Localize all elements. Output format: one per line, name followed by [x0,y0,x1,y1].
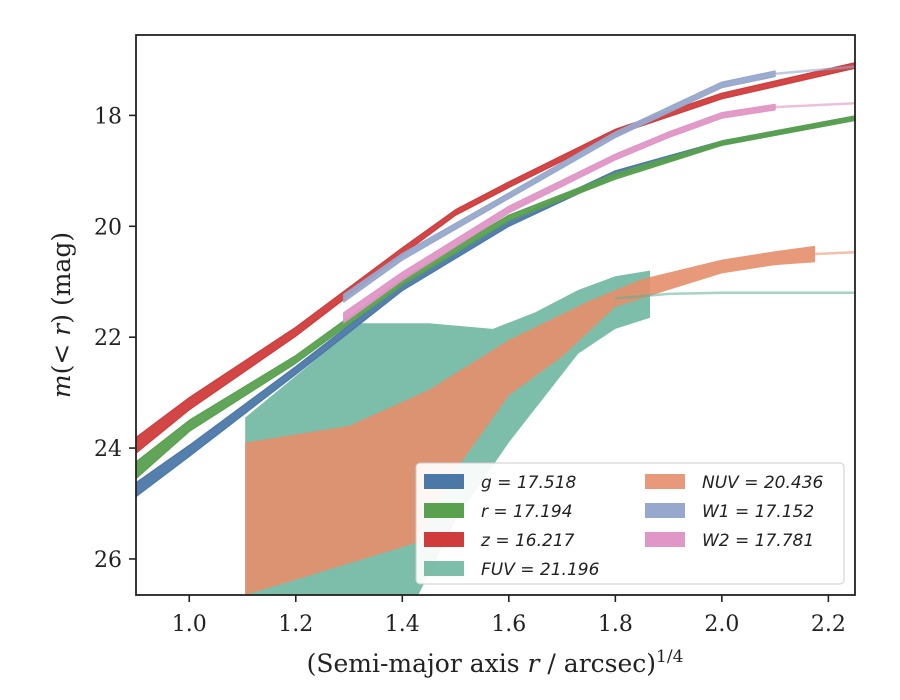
legend-label-z: z = 16.217 [480,531,575,551]
y-tick-label: 22 [94,326,122,351]
legend-label-nuv: NUV = 20.436 [702,473,824,493]
legend: g = 17.518 r = 17.194 z = 16.217 FUV = 21.1… [415,462,845,585]
legend-item-z: z = 16.217 [424,531,575,551]
legend-label-w2: W2 = 17.781 [702,531,814,551]
legend-item-g: g = 17.518 [424,473,577,493]
extrapolation-w2 [775,101,855,109]
legend-item-nuv: NUV = 20.436 [645,473,824,493]
x-tick-label: 1.2 [278,612,313,637]
legend-swatch-w2 [645,532,685,547]
legend-label-r: r = 17.194 [481,502,573,522]
legend-swatch-z [424,532,464,547]
extrapolation-fuv [615,291,855,300]
legend-label-g: g = 17.518 [481,473,577,493]
x-tick-label: 1.4 [385,612,420,637]
y-tick-label: 18 [94,104,122,129]
legend-swatch-fuv [424,561,464,576]
band-nuv [245,245,816,595]
legend-swatch-nuv [645,474,685,489]
y-tick-label: 26 [94,548,122,573]
legend-swatch-w1 [645,503,685,518]
legend-label-w1: W1 = 17.152 [702,502,814,522]
x-tick-label: 1.0 [172,612,207,637]
y-axis-label: m(< r) (mag) [47,232,76,398]
legend-item-w1: W1 = 17.152 [645,502,814,522]
x-tick-label: 2.0 [704,612,739,637]
x-axis-label: (Semi-major axis r / arcsec)1/4 [307,647,684,678]
series-z [136,62,855,454]
legend-label-fuv: FUV = 21.196 [481,560,600,580]
plot-area [136,62,855,595]
legend-item-fuv: FUV = 21.196 [424,560,600,580]
legend-item-w2: W2 = 17.781 [645,531,814,551]
series-w2 [343,103,776,324]
legend-item-r: r = 17.194 [424,502,573,522]
legend-box [415,462,845,585]
y-tick-label: 20 [94,215,122,240]
extrapolation-nuv [815,251,855,256]
y-axis: 18 20 22 24 26 [94,104,136,573]
plot-frame [135,34,856,596]
x-axis: 1.0 1.2 1.4 1.6 1.8 2.0 2.2 [172,595,846,637]
series-w1 [343,70,776,303]
y-tick-label: 24 [94,437,122,462]
x-tick-label: 2.2 [811,612,846,637]
legend-swatch-r [424,503,464,518]
legend-swatch-g [424,474,464,489]
x-tick-label: 1.8 [598,612,633,637]
extrapolation-w1 [774,65,855,76]
x-tick-label: 1.6 [491,612,526,637]
